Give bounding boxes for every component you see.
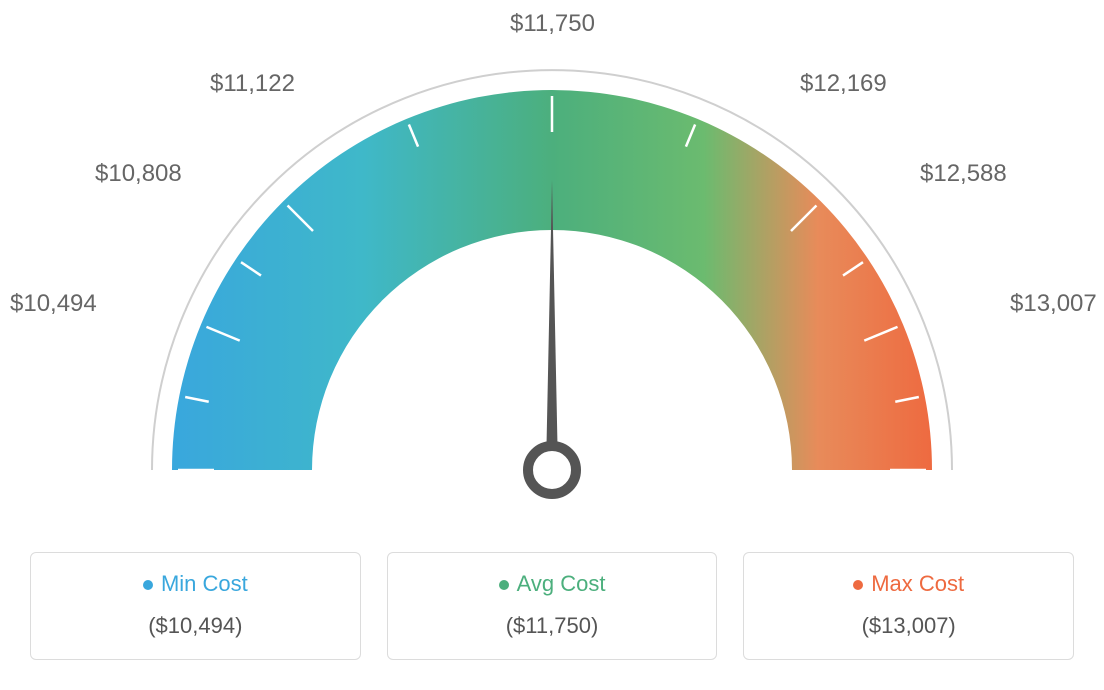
gauge-tick-label: $12,169 — [800, 70, 887, 98]
gauge-needle-base — [528, 446, 576, 494]
gauge-tick-label: $10,494 — [10, 290, 97, 318]
legend-dot-icon — [143, 580, 153, 590]
legend-card: Min Cost ($10,494) — [30, 552, 361, 660]
gauge-tick-label: $10,808 — [95, 160, 182, 188]
legend-value: ($10,494) — [41, 613, 350, 639]
gauge-tick-label: $13,007 — [1010, 290, 1097, 318]
legend-card: Avg Cost ($11,750) — [387, 552, 718, 660]
legend-value: ($11,750) — [398, 613, 707, 639]
legend-title-text: Max Cost — [871, 571, 964, 596]
legend-title-text: Min Cost — [161, 571, 248, 596]
legend-card: Max Cost ($13,007) — [743, 552, 1074, 660]
legend-value: ($13,007) — [754, 613, 1063, 639]
legend-row: Min Cost ($10,494) Avg Cost ($11,750) Max Co… — [30, 552, 1074, 660]
legend-title-text: Avg Cost — [517, 571, 606, 596]
legend-title: Max Cost — [754, 571, 1063, 597]
gauge-tick-label: $12,588 — [920, 160, 1007, 188]
cost-gauge-widget: { "gauge": { "type": "gauge", "min_value… — [0, 0, 1104, 690]
gauge-tick-label: $11,122 — [210, 70, 295, 98]
gauge-container: $10,494 $10,808 $11,122 $11,750 $12,169 $12,5… — [0, 0, 1104, 560]
legend-title: Avg Cost — [398, 571, 707, 597]
legend-dot-icon — [853, 580, 863, 590]
gauge-tick-label: $11,750 — [510, 10, 595, 38]
legend-title: Min Cost — [41, 571, 350, 597]
legend-dot-icon — [499, 580, 509, 590]
